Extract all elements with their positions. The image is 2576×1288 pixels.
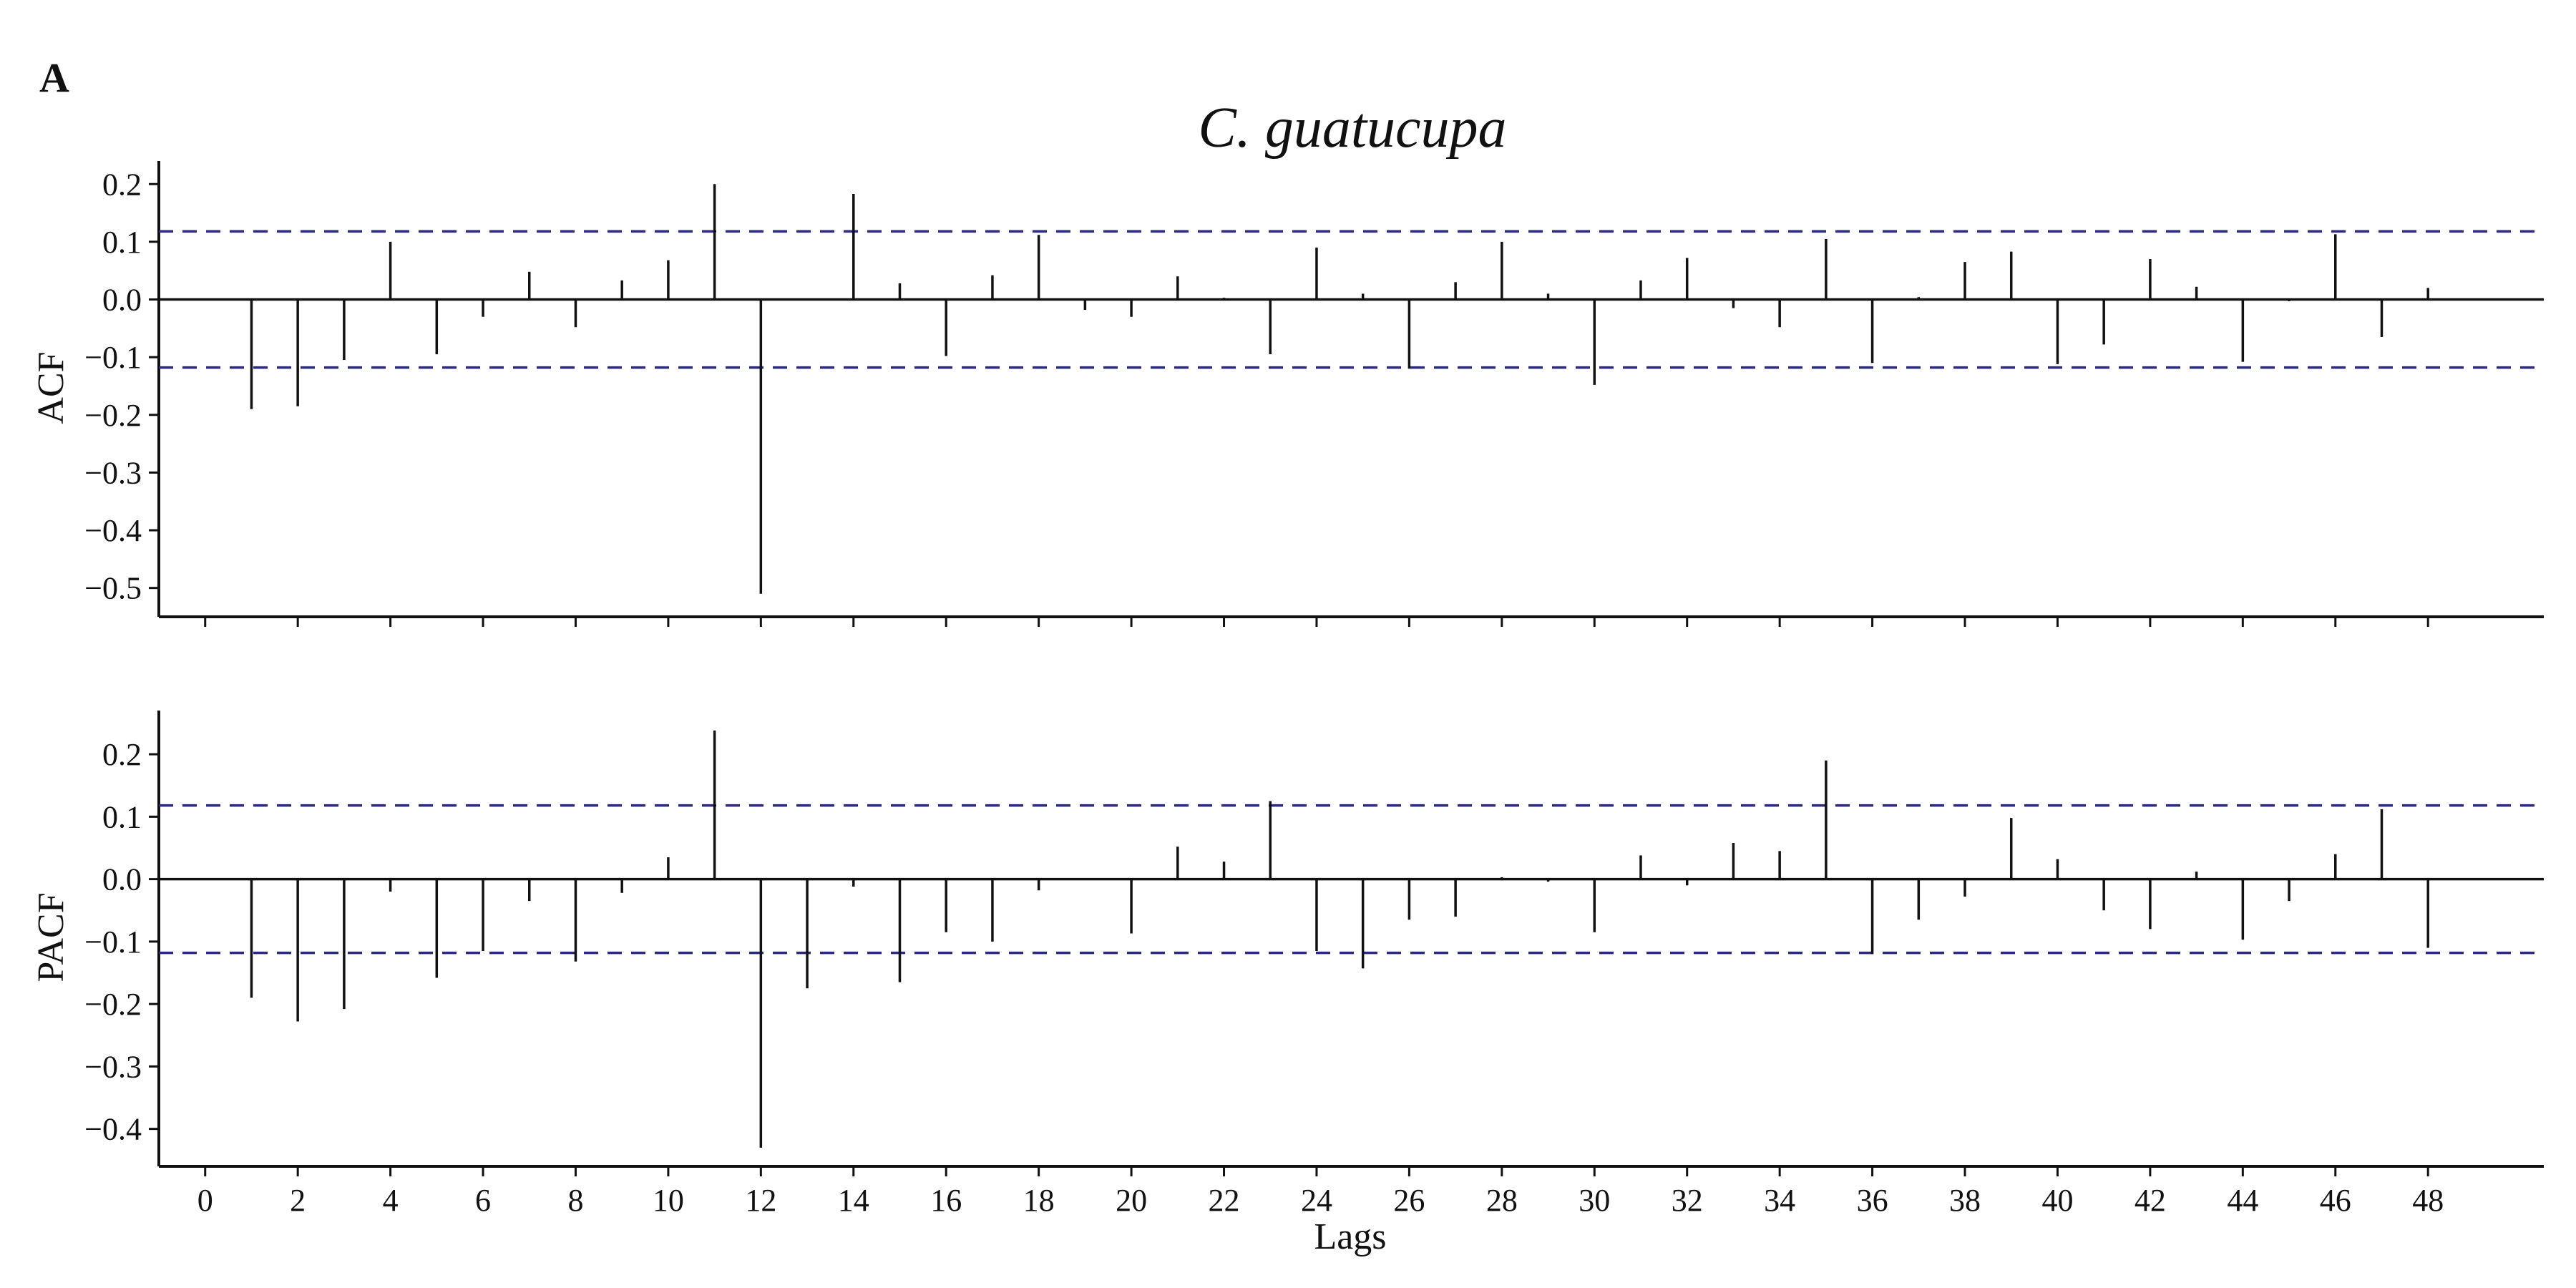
acf-y-tick-label: −0.2 — [84, 398, 142, 433]
x-tick-label: 12 — [745, 1183, 776, 1218]
x-tick-label: 2 — [290, 1183, 306, 1218]
x-tick-label: 8 — [567, 1183, 583, 1218]
x-tick-label: 6 — [475, 1183, 491, 1218]
x-tick-label: 10 — [653, 1183, 684, 1218]
x-tick-label: 46 — [2320, 1183, 2351, 1218]
acf-y-tick-label: 0.0 — [102, 283, 142, 318]
chart-title: C. guatucupa — [1198, 97, 1506, 160]
pacf-panel: PACF 0.20.10.0−0.1−0.2−0.3−0.40 2 4 6 8 10 12 1… — [31, 711, 2544, 1218]
pacf-y-tick-label: −0.4 — [84, 1112, 142, 1147]
acf-panel: ACF 0.2 0.1 0.0 −0.1 −0.2 −0.3 −0.4 −0.5 — [31, 161, 2544, 627]
x-tick-label: 30 — [1579, 1183, 1610, 1218]
x-tick-label: 42 — [2135, 1183, 2166, 1218]
acf-y-tick-label: −0.1 — [84, 340, 142, 375]
acf-y-tick-label: 0.2 — [102, 167, 142, 202]
x-tick-label: 48 — [2412, 1183, 2444, 1218]
x-tick-label: 16 — [930, 1183, 962, 1218]
x-tick-label: 0 — [197, 1183, 213, 1218]
x-tick-label: 28 — [1486, 1183, 1518, 1218]
x-tick-label: 24 — [1301, 1183, 1332, 1218]
pacf-y-tick-label: 0.0 — [102, 862, 142, 897]
acf-y-tick-label: −0.3 — [84, 455, 142, 490]
x-tick-label: 32 — [1672, 1183, 1703, 1218]
x-tick-label: 22 — [1209, 1183, 1240, 1218]
x-tick-label: 26 — [1393, 1183, 1425, 1218]
pacf-y-tick-label: −0.2 — [84, 987, 142, 1022]
pacf-y-tick-label: 0.2 — [102, 737, 142, 772]
x-tick-label: 18 — [1023, 1183, 1055, 1218]
x-axis-label: Lags — [1314, 1216, 1386, 1257]
pacf-y-tick-label: 0.1 — [102, 799, 142, 834]
acf-y-tick-label: −0.4 — [84, 513, 142, 548]
pacf-y-tick-label: −0.1 — [84, 924, 142, 960]
x-tick-label: 14 — [838, 1183, 869, 1218]
x-tick-label: 40 — [2041, 1183, 2073, 1218]
x-tick-label: 34 — [1764, 1183, 1795, 1218]
pacf-y-tick-label: −0.3 — [84, 1049, 142, 1084]
acf-y-tick-label: 0.1 — [102, 225, 142, 260]
panel-letter: A — [39, 54, 69, 101]
pacf-y-axis-label: PACF — [31, 892, 72, 982]
acf-y-tick-label: −0.5 — [84, 571, 142, 606]
x-tick-label: 20 — [1116, 1183, 1147, 1218]
x-tick-label: 4 — [383, 1183, 399, 1218]
x-tick-label: 38 — [1949, 1183, 1981, 1218]
x-tick-label: 36 — [1857, 1183, 1888, 1218]
acf-y-axis-label: ACF — [31, 351, 72, 424]
x-tick-label: 44 — [2227, 1183, 2258, 1218]
